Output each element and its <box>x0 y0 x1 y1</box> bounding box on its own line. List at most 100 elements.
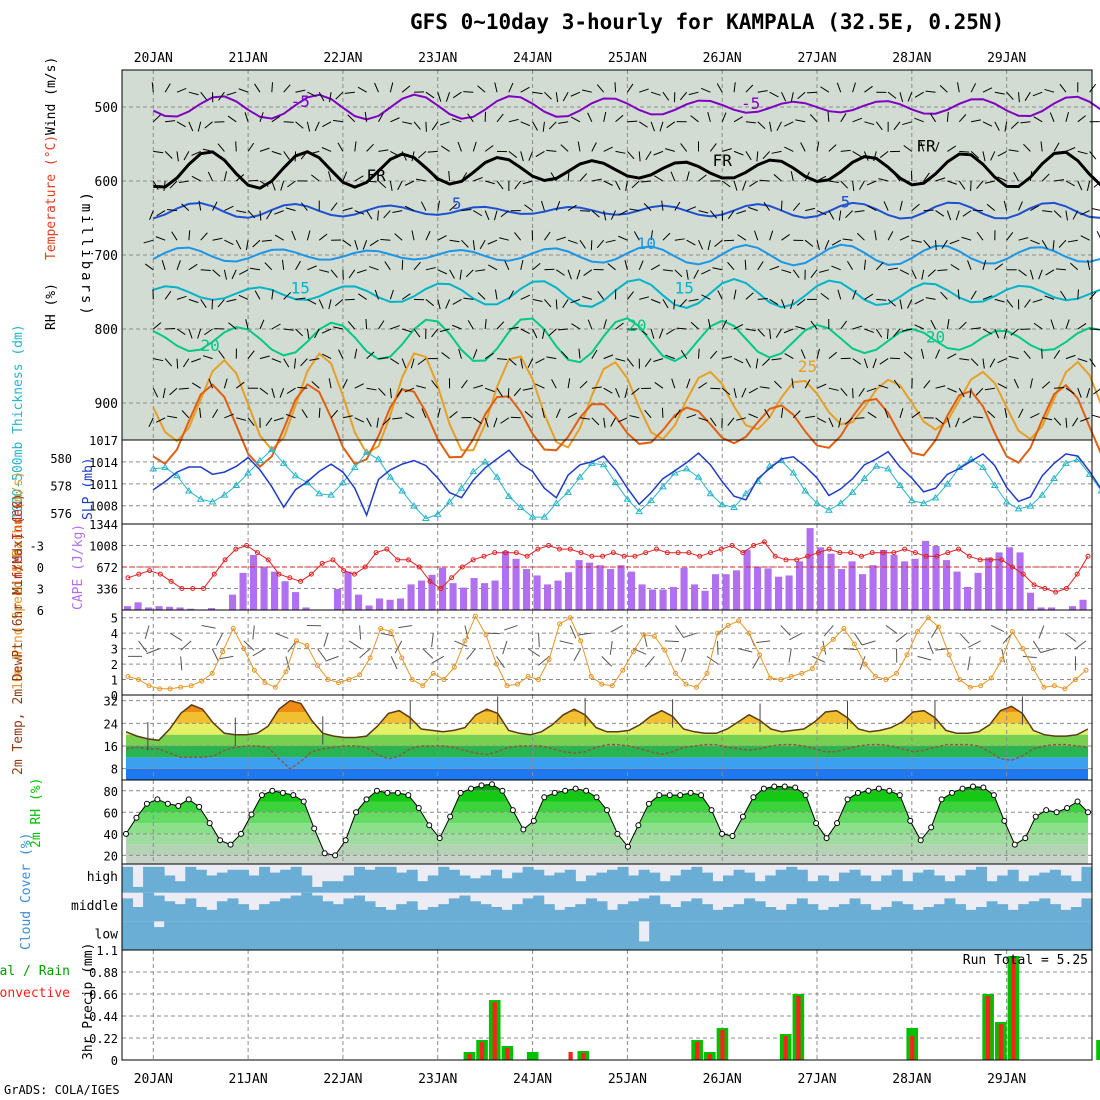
wind-speed-marker <box>536 677 542 683</box>
wind-barb <box>153 150 164 154</box>
wind-barb <box>879 151 889 158</box>
wind-speed-marker <box>241 646 247 652</box>
wind-barb <box>502 640 508 655</box>
wind-barb <box>899 200 903 211</box>
wind-barb <box>828 210 835 220</box>
wind-speed-marker <box>809 666 815 672</box>
wind-barb <box>591 417 600 426</box>
wind-speed-marker <box>420 683 426 689</box>
wind-barb <box>888 267 899 271</box>
slp-tick-label: 1017 <box>89 434 118 448</box>
cape-bar <box>796 561 804 610</box>
wind-barb <box>1060 290 1067 300</box>
wind-barb <box>422 648 434 659</box>
cloud-cell <box>259 866 271 893</box>
cloud-cell <box>122 921 134 950</box>
wind-barb <box>1018 408 1024 419</box>
wind-barb <box>579 380 588 389</box>
cloud-cell <box>680 869 692 893</box>
cloud-cell <box>469 921 481 950</box>
wind-barb <box>402 121 413 125</box>
cloud-cell <box>322 901 334 922</box>
wind-barb <box>638 260 644 270</box>
wind-barb <box>618 235 628 241</box>
temperature-axis-label: Temperature (°C) <box>44 135 59 260</box>
cloud-cell <box>174 881 186 893</box>
thickness-marker <box>979 463 987 471</box>
wind-barb <box>698 174 707 182</box>
cape-bar <box>166 606 174 610</box>
wind-barb <box>1059 83 1067 93</box>
wind-barb <box>707 240 711 251</box>
y-tick-label: 600 <box>95 175 118 190</box>
cape-bar <box>701 590 709 610</box>
wind-barb <box>437 235 447 241</box>
wind-barb <box>397 180 403 191</box>
wind-barb <box>748 206 758 212</box>
day-label-bottom: 25JAN <box>608 1072 647 1087</box>
wind-barb <box>378 180 387 189</box>
wind-barb <box>247 210 256 219</box>
wind-barb <box>176 151 179 162</box>
cloud-cell <box>670 921 682 950</box>
wind-barb <box>686 206 697 212</box>
cape-bar <box>995 552 1003 610</box>
wind-barb <box>165 120 176 123</box>
wind-barb <box>544 268 555 271</box>
thickness-marker <box>623 495 632 502</box>
wind-barb <box>947 353 957 360</box>
wind-barb <box>795 119 806 123</box>
cloud-cell <box>206 875 218 893</box>
lifted-index-marker <box>168 578 174 584</box>
wind-barb <box>796 299 806 306</box>
cloud-cell <box>427 921 439 950</box>
cape-bar <box>817 547 825 610</box>
wind-barb <box>911 269 917 280</box>
cloud-cell <box>680 901 692 922</box>
cloud-cell <box>417 921 429 950</box>
thickness-marker <box>907 496 916 504</box>
wind-speed-marker <box>525 673 531 679</box>
temp-band <box>126 746 1088 758</box>
wind-barb <box>733 388 737 399</box>
wind-barb <box>709 417 717 427</box>
wind-barb <box>396 387 403 398</box>
wind-barb <box>644 358 652 367</box>
cloud-cell <box>860 875 872 893</box>
wind-speed-marker <box>925 615 931 621</box>
cloud-cell <box>1018 921 1030 950</box>
wind-barb <box>1003 200 1008 211</box>
wind-speed-marker <box>746 630 752 636</box>
cloud-cell <box>1081 866 1093 893</box>
wind-barb <box>949 239 960 245</box>
cloud-cell <box>195 869 207 893</box>
lifted-index-marker <box>654 546 660 552</box>
wind-barb <box>1050 319 1055 330</box>
temp-tick-label: 8 <box>111 763 118 777</box>
wind-barb <box>957 289 960 300</box>
wind-barb <box>197 328 202 339</box>
wind-barb <box>1096 230 1100 239</box>
wind-barb <box>650 121 655 132</box>
cloud-cell <box>353 895 365 922</box>
wind-barb <box>714 239 723 248</box>
thickness-marker <box>184 486 193 494</box>
thickness-label-wrap: 1000-500mb Thickness (dm) <box>11 324 26 520</box>
cloud-cell <box>733 904 745 922</box>
wind-barb <box>1065 354 1076 360</box>
wind-barb <box>1023 143 1031 152</box>
lifted-index-marker <box>254 550 260 556</box>
cloud-cell <box>480 921 492 950</box>
cloud-cell <box>976 866 988 893</box>
wind-tick-label: 2 <box>111 658 118 672</box>
wind-barb <box>439 121 450 126</box>
lifted-index-marker <box>524 553 530 559</box>
rh-marker <box>583 787 590 794</box>
wind-barb <box>698 417 709 422</box>
wind-barb <box>736 210 747 215</box>
lifted-index-marker <box>729 543 735 548</box>
cloud-cell <box>575 881 587 893</box>
wind-speed-marker <box>588 673 594 679</box>
wind-barb <box>701 294 711 300</box>
cape-bar <box>985 557 993 610</box>
